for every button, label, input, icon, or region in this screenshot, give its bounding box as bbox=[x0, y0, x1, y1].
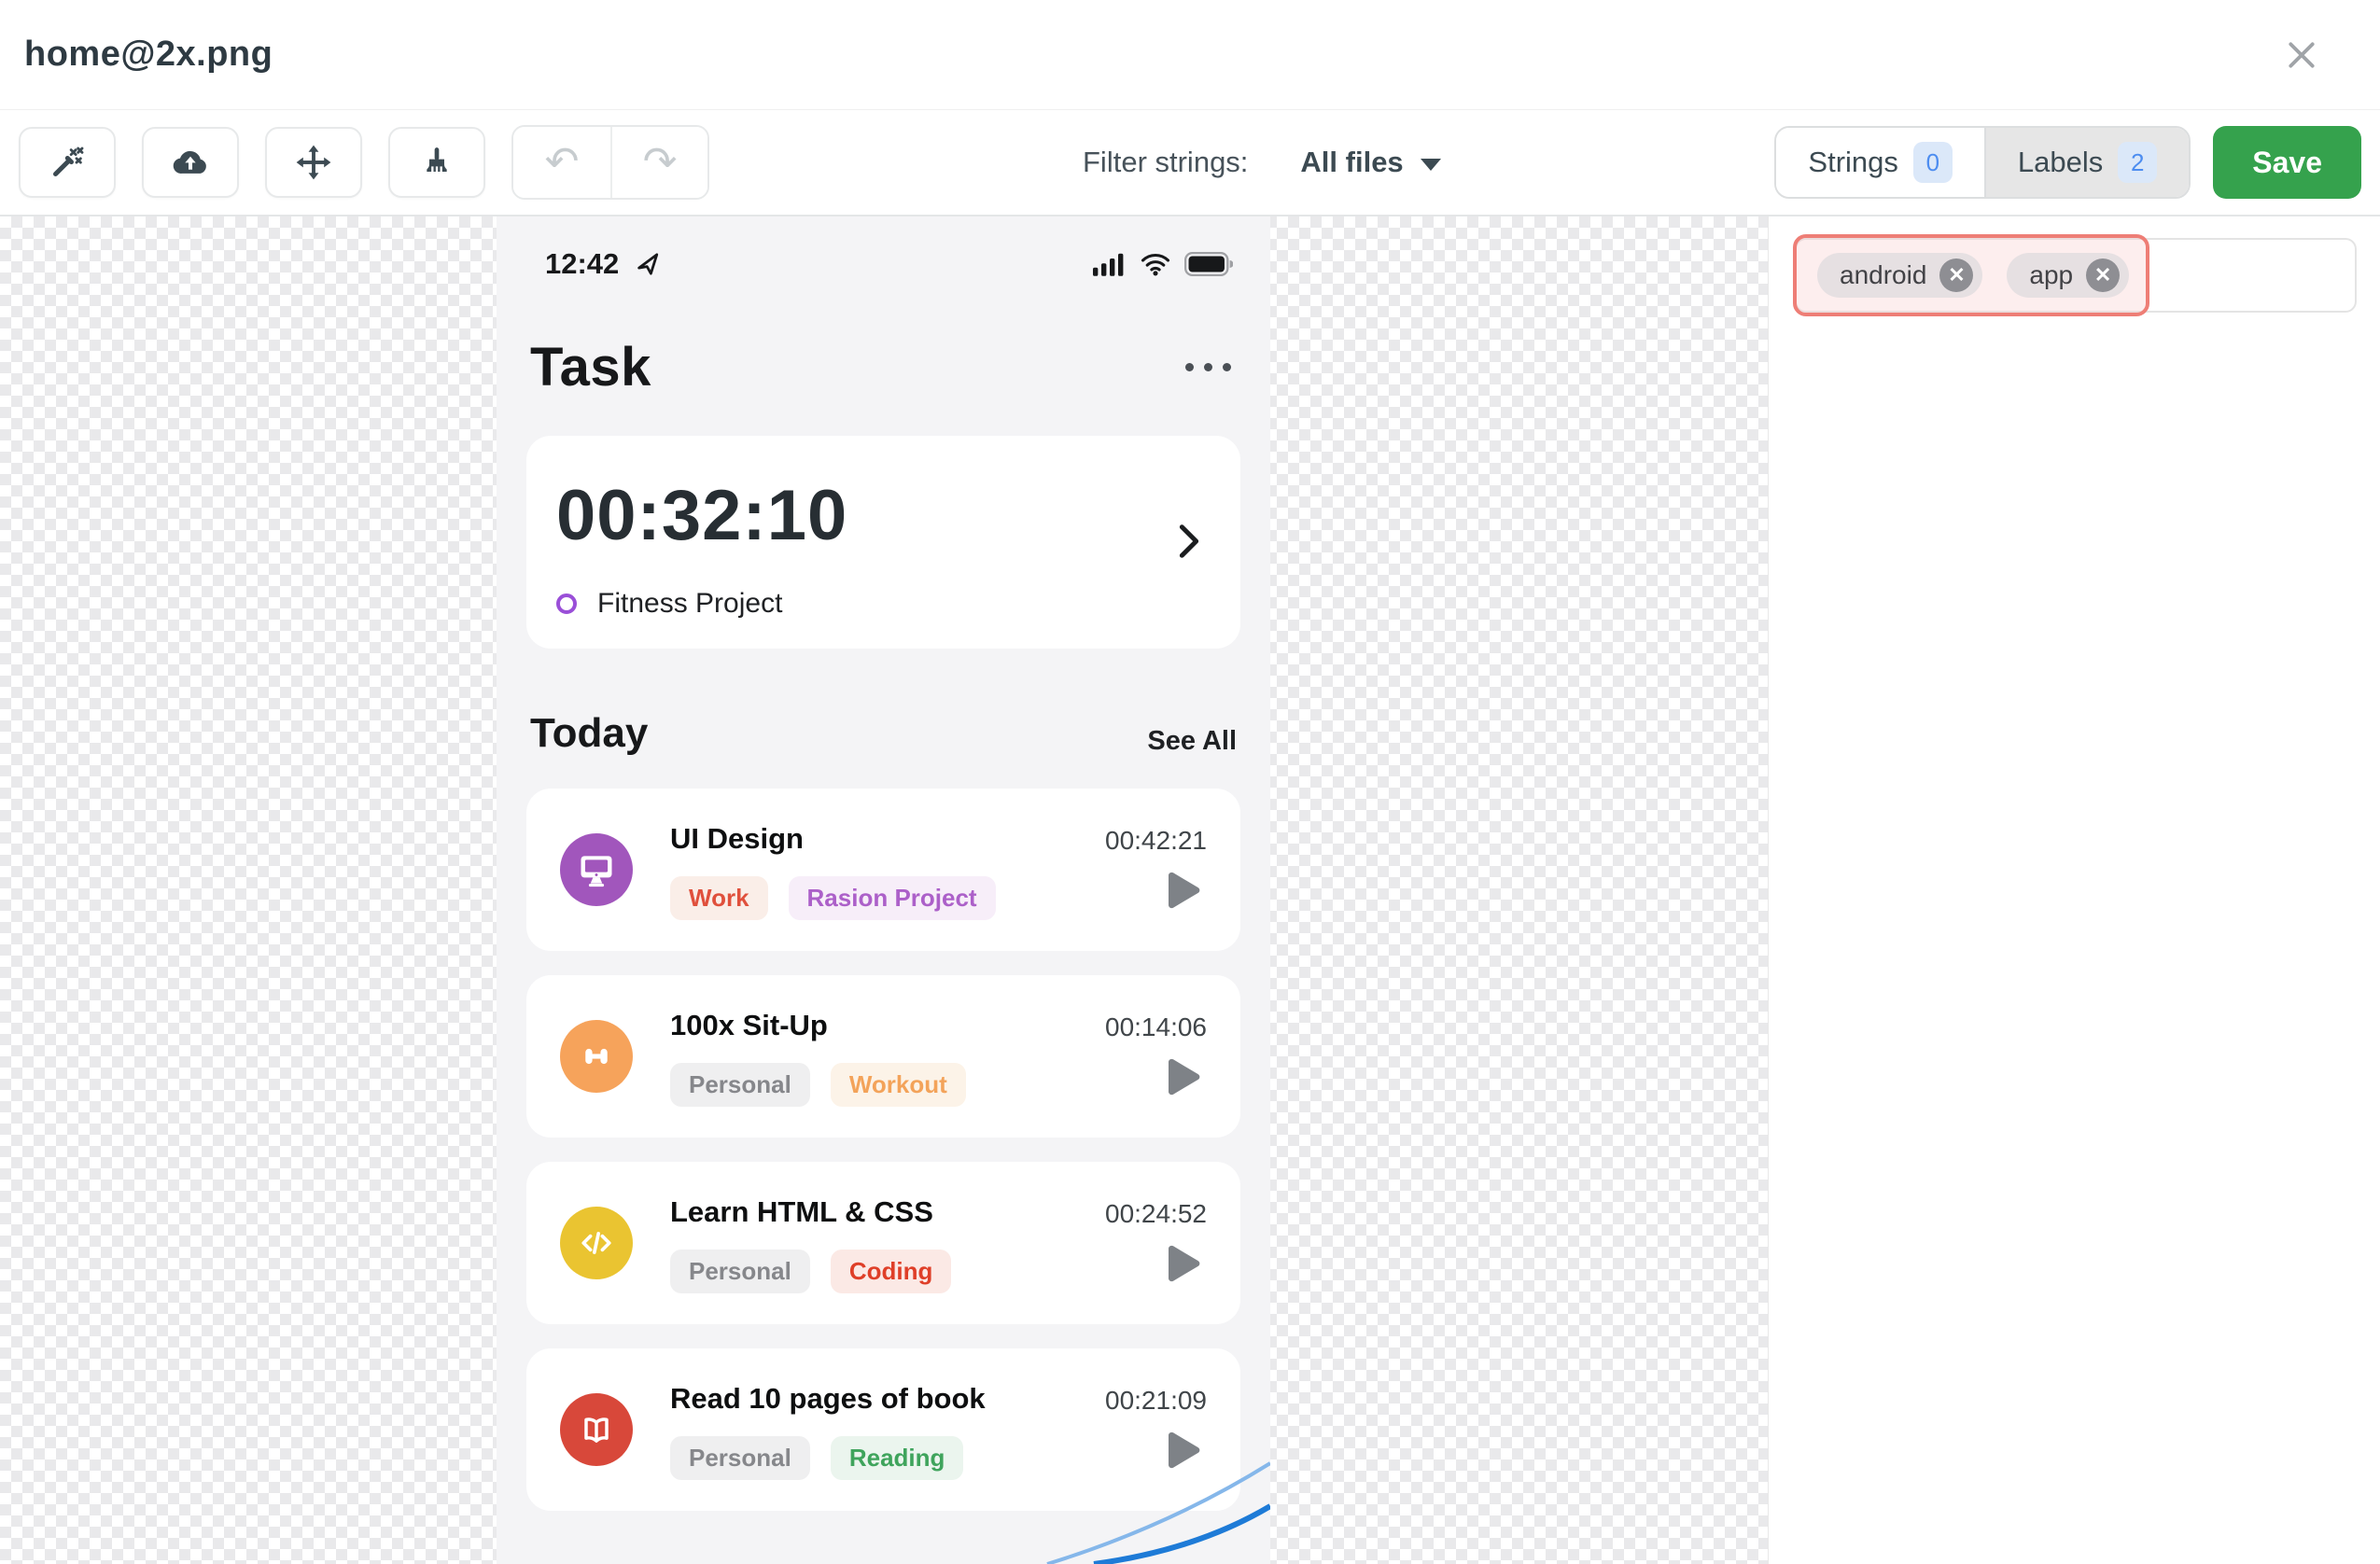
phone-statusbar: 12:42 bbox=[497, 216, 1270, 284]
wifi-icon bbox=[1141, 254, 1170, 276]
code-icon bbox=[581, 1232, 611, 1254]
today-heading: Today bbox=[530, 710, 649, 756]
task-time: 00:21:09 bbox=[1105, 1386, 1207, 1415]
workspace: 12:42 bbox=[0, 216, 2380, 1564]
task-name: Read 10 pages of book bbox=[670, 1382, 986, 1415]
task-avatar bbox=[560, 1393, 633, 1466]
chevron-down-icon bbox=[1420, 158, 1441, 171]
filter-zone: Filter strings: All files bbox=[1083, 146, 1441, 179]
toolbar-right: Strings 0 Labels 2 Save bbox=[1774, 126, 2361, 199]
monitor-icon bbox=[581, 856, 612, 887]
labels-panel: android ✕ app ✕ bbox=[1768, 216, 2380, 1564]
task-tag: Rasion Project bbox=[788, 876, 996, 920]
brush-icon bbox=[427, 147, 447, 172]
project-ring-icon bbox=[556, 593, 577, 614]
book-icon bbox=[584, 1417, 609, 1443]
task-tag: Personal bbox=[670, 1063, 810, 1107]
battery-icon bbox=[1184, 252, 1233, 276]
labels-highlight-box: android ✕ app ✕ bbox=[1793, 234, 2149, 316]
task-tag: Coding bbox=[830, 1250, 952, 1293]
save-button[interactable]: Save bbox=[2213, 126, 2361, 199]
task-time: 00:14:06 bbox=[1105, 1012, 1207, 1041]
history-group: ↶ ↷ bbox=[511, 125, 709, 200]
cloud-upload-icon bbox=[173, 150, 206, 174]
task-time: 00:24:52 bbox=[1105, 1199, 1207, 1228]
task-avatar bbox=[560, 833, 633, 906]
move-button[interactable] bbox=[265, 127, 362, 198]
task-card-situp: 100x Sit-Up 00:14:06 Personal Workout bbox=[526, 975, 1240, 1138]
task-tag: Personal bbox=[670, 1436, 810, 1480]
play-icon bbox=[1169, 1245, 1200, 1282]
location-arrow-icon bbox=[637, 253, 659, 275]
more-options-icon bbox=[1185, 363, 1237, 371]
move-icon bbox=[296, 145, 331, 180]
timer-card: 00:32:10 Fitness Project bbox=[526, 436, 1240, 649]
image-canvas[interactable]: 12:42 bbox=[0, 216, 1768, 1564]
phone-screenshot: 12:42 bbox=[497, 216, 1270, 1564]
play-icon bbox=[1169, 1058, 1200, 1096]
task-list: UI Design 00:42:21 Work Rasion Project bbox=[497, 789, 1270, 1511]
task-tag: Workout bbox=[830, 1063, 966, 1107]
timer-project-name: Fitness Project bbox=[597, 588, 783, 619]
cellular-signal-icon bbox=[1093, 253, 1124, 276]
play-icon bbox=[1169, 1431, 1200, 1469]
tool-group bbox=[19, 127, 485, 198]
tab-strings[interactable]: Strings 0 bbox=[1776, 128, 1984, 197]
task-tag: Personal bbox=[670, 1250, 810, 1293]
labels-count-badge: 2 bbox=[2118, 142, 2158, 183]
close-icon bbox=[2289, 41, 2315, 68]
window-header: home@2x.png bbox=[0, 0, 2380, 110]
close-button[interactable] bbox=[2279, 33, 2324, 77]
undo-button[interactable]: ↶ bbox=[513, 127, 610, 198]
see-all-link: See All bbox=[1147, 726, 1237, 756]
remove-tag-icon[interactable]: ✕ bbox=[1939, 258, 1974, 292]
play-icon bbox=[1169, 872, 1200, 909]
redo-icon: ↷ bbox=[642, 138, 678, 186]
undo-icon: ↶ bbox=[544, 138, 580, 186]
brush-button[interactable] bbox=[388, 127, 485, 198]
file-filter-dropdown[interactable]: All files bbox=[1300, 146, 1441, 179]
task-name: UI Design bbox=[670, 822, 804, 855]
task-card-html-css: Learn HTML & CSS 00:24:52 Personal Codin… bbox=[526, 1162, 1240, 1324]
timer-value: 00:32:10 bbox=[556, 476, 848, 555]
upload-button[interactable] bbox=[142, 127, 239, 198]
remove-tag-icon[interactable]: ✕ bbox=[2086, 258, 2121, 292]
label-tag-text: app bbox=[2029, 260, 2074, 289]
labels-tab-label: Labels bbox=[2017, 146, 2104, 178]
task-time: 00:42:21 bbox=[1105, 826, 1207, 855]
strings-count-badge: 0 bbox=[1912, 142, 1953, 183]
chevron-right-icon bbox=[1179, 524, 1199, 558]
window-title: home@2x.png bbox=[24, 35, 273, 74]
task-card-read-book: Read 10 pages of book 00:21:09 Personal … bbox=[526, 1348, 1240, 1511]
task-tag: Work bbox=[670, 876, 768, 920]
task-name: 100x Sit-Up bbox=[670, 1009, 828, 1041]
magic-wand-button[interactable] bbox=[19, 127, 116, 198]
task-avatar bbox=[560, 1207, 633, 1279]
filter-strings-label: Filter strings: bbox=[1083, 146, 1249, 178]
label-tag-app[interactable]: app ✕ bbox=[2007, 253, 2130, 298]
label-tag-text: android bbox=[1840, 260, 1927, 289]
tab-labels[interactable]: Labels 2 bbox=[1983, 128, 2190, 197]
task-card-ui-design: UI Design 00:42:21 Work Rasion Project bbox=[526, 789, 1240, 951]
label-tag-android[interactable]: android ✕ bbox=[1817, 253, 1983, 298]
task-avatar bbox=[560, 1020, 633, 1093]
file-filter-value: All files bbox=[1300, 146, 1404, 178]
redo-button[interactable]: ↷ bbox=[610, 127, 707, 198]
strings-labels-tabs: Strings 0 Labels 2 bbox=[1774, 126, 2191, 199]
magic-wand-icon bbox=[53, 147, 84, 176]
task-name: Learn HTML & CSS bbox=[670, 1195, 933, 1228]
dumbbell-icon bbox=[585, 1048, 608, 1065]
strings-tab-label: Strings bbox=[1808, 146, 1898, 178]
task-tag: Reading bbox=[830, 1436, 964, 1480]
toolbar: ↶ ↷ Filter strings: All files Strings 0 … bbox=[0, 110, 2380, 216]
status-time: 12:42 bbox=[545, 247, 620, 280]
phone-page-title: Task bbox=[530, 337, 651, 398]
